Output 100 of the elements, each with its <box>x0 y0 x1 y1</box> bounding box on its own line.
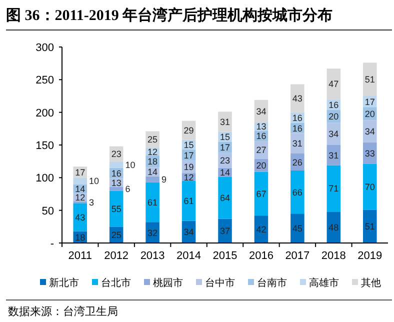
bar <box>290 214 304 243</box>
legend-label: 新北市 <box>49 277 79 289</box>
data-label: 61 <box>148 197 158 208</box>
data-label: 51 <box>364 222 375 232</box>
y-tick-label: 200 <box>36 107 54 120</box>
x-tick-label: 2012 <box>104 250 129 262</box>
data-label: 61 <box>184 196 194 206</box>
bar <box>326 165 341 212</box>
data-label: 64 <box>220 193 230 204</box>
data-label: 19 <box>184 162 194 172</box>
data-label: 16 <box>256 131 266 142</box>
data-label: 34 <box>256 106 266 116</box>
data-label: 31 <box>220 117 230 128</box>
data-label: 31 <box>292 138 302 149</box>
bar <box>218 177 232 219</box>
bar <box>73 203 87 232</box>
bar <box>182 180 196 221</box>
data-label: 10 <box>125 160 136 170</box>
data-label: 31 <box>328 150 339 160</box>
legend-label: 其他 <box>361 277 381 289</box>
y-tick-label: 100 <box>36 172 54 185</box>
legend-label: 台北市 <box>101 277 131 289</box>
bar <box>146 176 160 182</box>
x-tick-label: 2016 <box>248 250 274 262</box>
x-tick-label: 2014 <box>176 250 202 262</box>
data-label: 25 <box>148 134 158 145</box>
data-label: 45 <box>292 224 302 234</box>
y-tick-label: 150 <box>36 140 54 152</box>
data-label: 6 <box>125 184 130 194</box>
bar <box>218 112 232 132</box>
data-label: 13 <box>111 178 122 188</box>
data-label: 9 <box>161 174 166 185</box>
data-label: 14 <box>148 167 158 178</box>
data-label: 23 <box>111 149 122 160</box>
data-label: 16 <box>292 112 302 123</box>
chart-title: 图 36：2011-2019 年台湾产后护理机构按城市分布 <box>6 6 333 24</box>
legend-label: 桃园市 <box>153 277 183 289</box>
data-label: 70 <box>364 182 375 192</box>
data-label: 3 <box>88 197 94 208</box>
data-label: 15 <box>184 140 194 150</box>
data-label: 37 <box>220 226 230 236</box>
data-label: 13 <box>256 122 266 132</box>
data-label: 32 <box>148 228 158 238</box>
data-label: 25 <box>111 230 122 240</box>
bar <box>363 62 377 96</box>
y-tick-label: 300 <box>36 42 54 54</box>
legend-label: 高雄市 <box>309 277 339 289</box>
data-label: 29 <box>184 126 194 136</box>
x-tick-label: 2011 <box>68 250 92 262</box>
data-label: 48 <box>328 222 339 233</box>
x-tick-label: 2019 <box>358 250 382 262</box>
y-tick-label: - <box>50 238 54 250</box>
data-label: 71 <box>328 184 339 194</box>
data-label: 47 <box>328 79 339 90</box>
data-label: 55 <box>111 204 122 214</box>
data-label: 12 <box>75 192 86 203</box>
data-label: 51 <box>364 74 375 85</box>
bar <box>109 161 124 168</box>
data-label: 14 <box>220 168 230 178</box>
data-label: 27 <box>256 145 266 156</box>
data-label: 15 <box>220 132 230 142</box>
data-label: 42 <box>256 224 266 235</box>
data-label: 20 <box>364 108 375 119</box>
data-label: 17 <box>184 150 194 160</box>
data-label: 67 <box>256 188 266 199</box>
data-label: 17 <box>364 96 375 107</box>
data-label: 18 <box>75 232 86 242</box>
data-label: 34 <box>364 126 375 137</box>
bar <box>109 190 124 227</box>
source-note: 数据来源：台湾卫生局 <box>8 305 118 318</box>
data-label: 17 <box>75 167 86 178</box>
data-label: 34 <box>184 227 194 238</box>
bar <box>254 172 268 216</box>
bar <box>290 133 304 154</box>
data-label: 34 <box>328 129 339 140</box>
bar <box>363 164 377 210</box>
data-label: 43 <box>75 212 86 222</box>
data-label: 20 <box>256 160 266 171</box>
x-tick-label: 2013 <box>140 250 165 262</box>
data-label: 17 <box>220 142 230 153</box>
bar <box>73 178 87 184</box>
data-label: 18 <box>148 156 158 167</box>
x-tick-label: 2018 <box>321 250 346 262</box>
data-label: 12 <box>148 146 158 157</box>
data-label: 33 <box>364 148 375 158</box>
x-tick-label: 2015 <box>212 250 238 262</box>
data-label: 16 <box>292 123 302 134</box>
data-label: 10 <box>88 176 100 186</box>
data-label: 20 <box>328 112 339 122</box>
legend-label: 台中市 <box>205 277 235 289</box>
data-label: 66 <box>292 187 302 198</box>
bar <box>326 68 341 100</box>
x-tick-label: 2017 <box>285 250 310 262</box>
bar <box>363 210 377 243</box>
bar <box>146 182 160 222</box>
data-label: 26 <box>292 157 302 168</box>
data-label: 16 <box>328 100 339 110</box>
y-tick-label: 250 <box>36 74 54 87</box>
legend-label: 台南市 <box>257 277 287 289</box>
data-label: 14 <box>75 184 86 194</box>
